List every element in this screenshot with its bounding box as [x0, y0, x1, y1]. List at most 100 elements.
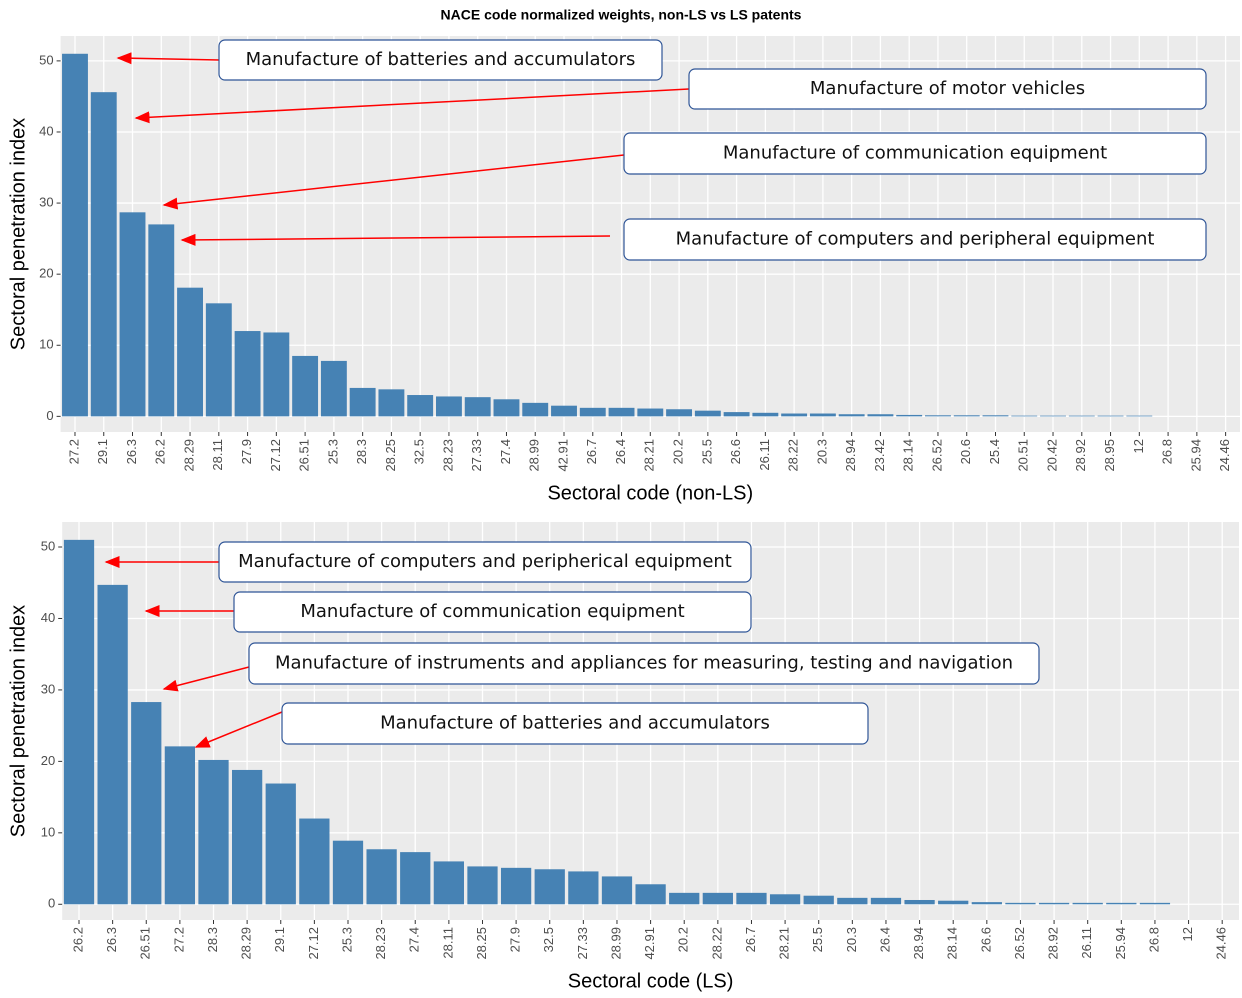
annotation-text: Manufacture of motor vehicles: [810, 78, 1085, 99]
bar: [637, 408, 664, 417]
bar: [349, 387, 376, 417]
bar: [366, 849, 397, 905]
x-tick-label: 27.12: [268, 439, 283, 472]
bar: [723, 412, 750, 417]
x-tick-label: 26.51: [138, 927, 153, 960]
annotation-text: Manufacture of communication equipment: [300, 601, 684, 622]
x-tick-label: 26.6: [728, 439, 743, 464]
bar: [837, 897, 868, 905]
y-axis-title: Sectoral penetration index: [7, 118, 29, 350]
y-tick-label: 20: [41, 753, 55, 768]
x-tick-label: 20.42: [1044, 439, 1059, 472]
x-tick-label: 28.22: [709, 927, 724, 960]
bar: [90, 92, 117, 417]
bar: [534, 869, 565, 905]
bar: [867, 414, 894, 417]
x-tick-label: 20.6: [958, 439, 973, 464]
bar: [1068, 415, 1095, 417]
x-tick-label: 26.7: [743, 927, 758, 952]
x-tick-label: 28.25: [474, 927, 489, 960]
bar: [1005, 902, 1036, 905]
x-tick-label: 27.2: [171, 927, 186, 952]
bar: [467, 866, 498, 905]
x-tick-label: 32.5: [412, 439, 427, 464]
bar: [320, 360, 347, 417]
annotation-text: Manufacture of computers and peripherica…: [238, 551, 732, 572]
bar: [838, 414, 865, 417]
x-tick-label: 26.3: [124, 439, 139, 464]
bar: [601, 876, 633, 905]
bar: [608, 407, 635, 417]
bar: [635, 884, 666, 905]
x-tick-label: 27.2: [66, 439, 81, 464]
x-axis-title: Sectoral code (non-LS): [547, 482, 753, 504]
x-tick-label: 29.1: [272, 927, 287, 952]
annotation-arrow: [162, 666, 250, 692]
annotation-text: Manufacture of computers and peripheral …: [676, 229, 1155, 250]
x-tick-label: 26.52: [1012, 927, 1027, 960]
bar: [62, 53, 88, 417]
x-tick-label: 28.23: [373, 927, 388, 960]
x-tick-label: 28.21: [642, 439, 657, 472]
bar: [694, 410, 721, 417]
bar: [1097, 415, 1124, 417]
bar: [953, 415, 980, 417]
bar: [292, 355, 319, 417]
bar: [702, 892, 733, 905]
x-tick-label: 26.6: [978, 927, 993, 952]
x-tick-label: 27.4: [407, 927, 422, 952]
bar: [579, 407, 606, 417]
bar: [263, 332, 290, 417]
x-tick-label: 25.3: [339, 927, 354, 952]
x-tick-label: 28.11: [440, 927, 455, 959]
x-tick-label: 28.94: [911, 927, 926, 960]
bar: [198, 759, 229, 905]
bar: [769, 894, 801, 905]
bar: [493, 399, 520, 417]
bar: [131, 702, 162, 905]
y-tick-label: 10: [39, 337, 53, 352]
bar: [1126, 415, 1153, 417]
annotation-box: [233, 591, 752, 633]
x-tick-label: 20.3: [814, 439, 829, 464]
x-tick-label: 28.22: [786, 439, 801, 472]
bar: [1038, 902, 1070, 905]
y-tick-label: 50: [41, 538, 55, 553]
bar: [809, 413, 836, 417]
bar: [433, 861, 464, 905]
x-tick-label: 28.23: [440, 439, 455, 472]
x-tick-label: 25.94: [1113, 927, 1128, 960]
x-tick-label: 28.14: [945, 927, 960, 960]
bar: [781, 413, 808, 417]
x-tick-label: 26.11: [1079, 927, 1094, 959]
bar: [164, 746, 196, 905]
x-tick-label: 24.46: [1214, 927, 1229, 960]
bar: [669, 892, 700, 905]
bar: [231, 769, 263, 905]
y-tick-label: 0: [48, 896, 55, 911]
x-tick-label: 26.2: [70, 927, 85, 952]
x-tick-label: 25.4: [987, 439, 1002, 464]
y-tick-label: 30: [39, 195, 53, 210]
x-tick-label: 27.33: [469, 439, 484, 472]
y-tick-label: 0: [46, 408, 53, 423]
y-tick-label: 20: [39, 266, 53, 281]
x-tick-label: 26.51: [297, 439, 312, 472]
bar: [400, 852, 431, 905]
x-axis-title: Sectoral code (LS): [568, 970, 734, 992]
annotation-box: [218, 39, 663, 81]
bar: [522, 402, 549, 417]
y-tick-label: 40: [41, 610, 55, 625]
bar: [464, 397, 491, 417]
bar: [407, 395, 434, 417]
x-tick-label: 25.94: [1188, 439, 1203, 472]
x-tick-label: 28.95: [1102, 439, 1117, 472]
annotation-arrow: [194, 711, 283, 748]
x-tick-label: 27.9: [239, 439, 254, 464]
x-tick-label: 25.3: [325, 439, 340, 464]
annotation-text: Manufacture of instruments and appliance…: [275, 653, 1013, 674]
x-tick-label: 28.3: [354, 439, 369, 464]
x-tick-label: 23.42: [872, 439, 887, 472]
bar: [752, 412, 779, 417]
